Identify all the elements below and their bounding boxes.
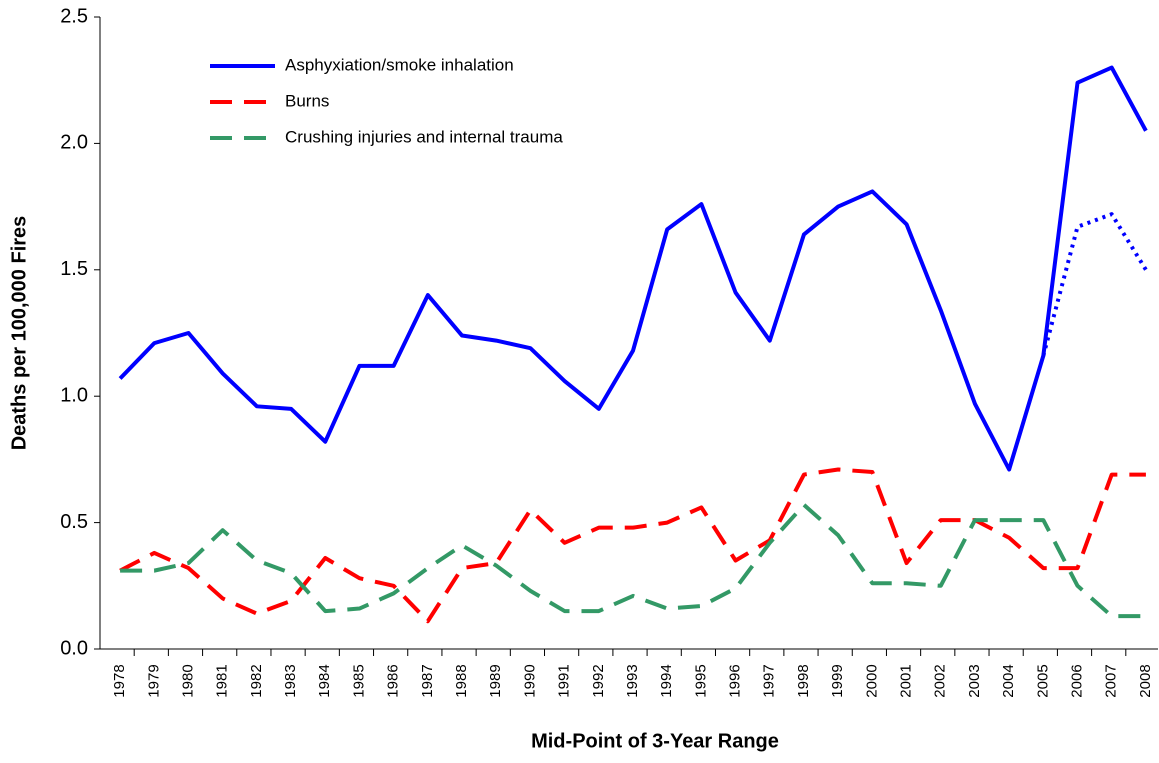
x-tick-label: 2003 xyxy=(966,664,983,697)
x-tick-label: 1986 xyxy=(385,664,402,697)
legend-label: Asphyxiation/smoke inhalation xyxy=(285,55,514,74)
x-tick-label: 2002 xyxy=(932,664,949,697)
x-tick-label: 1984 xyxy=(316,664,333,697)
x-tick-label: 2007 xyxy=(1103,664,1120,697)
y-axis-label: Deaths per 100,000 Fires xyxy=(8,216,30,451)
x-tick-label: 1982 xyxy=(248,664,265,697)
x-tick-label: 2008 xyxy=(1137,664,1154,697)
x-tick-label: 1988 xyxy=(453,664,470,697)
y-tick-label: 2.0 xyxy=(60,132,88,154)
x-tick-label: 1981 xyxy=(214,664,231,697)
x-tick-label: 1992 xyxy=(590,664,607,697)
y-tick-label: 1.0 xyxy=(60,384,88,406)
legend-label: Crushing injuries and internal trauma xyxy=(285,127,563,146)
x-tick-label: 2006 xyxy=(1068,664,1085,697)
x-tick-label: 2004 xyxy=(1000,664,1017,697)
y-tick-label: 0.5 xyxy=(60,511,88,533)
x-tick-label: 2005 xyxy=(1034,664,1051,697)
legend-label: Burns xyxy=(285,91,329,110)
y-tick-label: 2.5 xyxy=(60,5,88,27)
x-tick-label: 1994 xyxy=(658,664,675,697)
x-tick-label: 1980 xyxy=(179,664,196,697)
series-line xyxy=(119,467,1146,624)
x-axis-label: Mid-Point of 3-Year Range xyxy=(531,730,779,752)
series-line xyxy=(120,502,1146,619)
series-line xyxy=(1041,212,1148,357)
x-tick-label: 1978 xyxy=(111,664,128,697)
x-tick-label: 1991 xyxy=(556,664,573,697)
x-tick-label: 2001 xyxy=(898,664,915,697)
x-tick-label: 1997 xyxy=(761,664,778,697)
x-tick-label: 1999 xyxy=(829,664,846,697)
x-tick-label: 1990 xyxy=(521,664,538,697)
series-line xyxy=(118,65,1148,472)
x-tick-label: 1985 xyxy=(350,664,367,697)
x-tick-label: 1996 xyxy=(727,664,744,697)
y-tick-label: 0.0 xyxy=(60,637,88,659)
x-tick-label: 1983 xyxy=(282,664,299,697)
x-tick-label: 1998 xyxy=(795,664,812,697)
y-tick-label: 1.5 xyxy=(60,258,88,280)
x-tick-label: 1995 xyxy=(692,664,709,697)
x-tick-label: 1993 xyxy=(624,664,641,697)
x-tick-label: 1989 xyxy=(487,664,504,697)
x-tick-label: 1987 xyxy=(419,664,436,697)
x-tick-label: 2000 xyxy=(863,664,880,697)
x-tick-label: 1979 xyxy=(145,664,162,697)
